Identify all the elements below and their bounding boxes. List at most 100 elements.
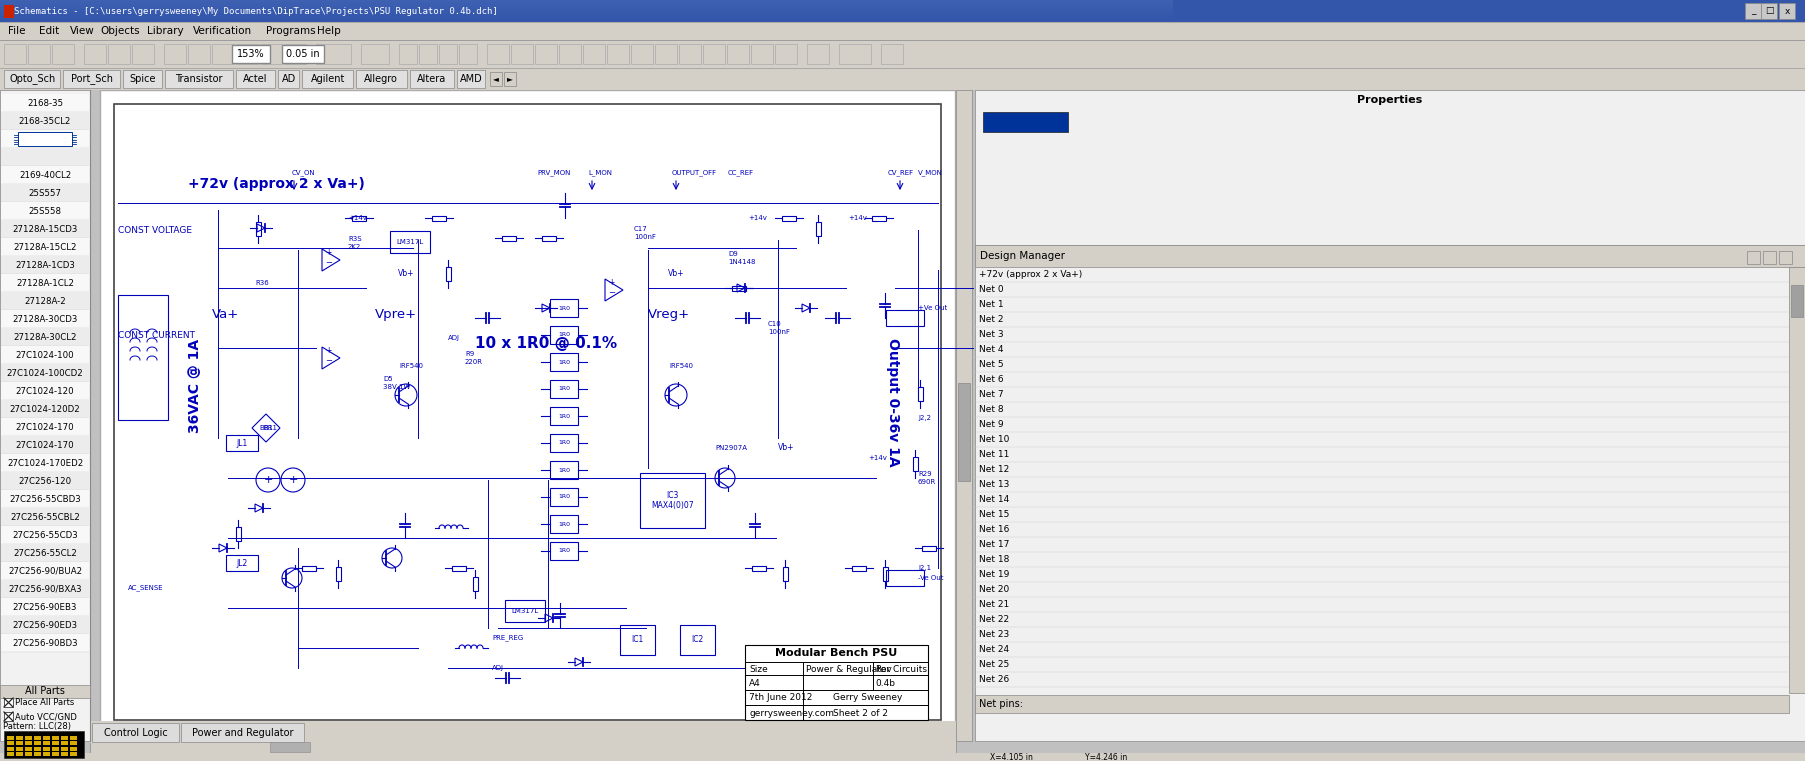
Text: Net 16: Net 16 bbox=[978, 525, 1009, 534]
Text: Modular Bench PSU: Modular Bench PSU bbox=[776, 648, 897, 658]
Bar bbox=[188, 44, 209, 64]
Text: JL1: JL1 bbox=[236, 438, 247, 447]
Bar bbox=[34, 752, 42, 756]
Bar bbox=[504, 72, 516, 86]
Text: Net 12: Net 12 bbox=[978, 465, 1009, 474]
Bar bbox=[2, 580, 88, 598]
Text: 27128A-15CD3: 27128A-15CD3 bbox=[13, 224, 78, 234]
Text: Spice: Spice bbox=[128, 74, 155, 84]
Bar bbox=[399, 44, 417, 64]
Bar bbox=[52, 747, 60, 750]
Text: IC1: IC1 bbox=[632, 635, 644, 645]
Text: +14v: +14v bbox=[747, 215, 767, 221]
Bar bbox=[117, 295, 168, 420]
Bar bbox=[0, 753, 1805, 761]
Bar bbox=[16, 735, 23, 740]
Text: Opto_Sch: Opto_Sch bbox=[9, 74, 56, 84]
Bar bbox=[458, 44, 477, 64]
Bar bbox=[18, 132, 72, 146]
Bar bbox=[2, 256, 88, 274]
Bar bbox=[680, 625, 715, 655]
Text: Vb+: Vb+ bbox=[778, 444, 794, 453]
Bar bbox=[2, 238, 88, 256]
Bar bbox=[975, 90, 1805, 245]
Bar bbox=[25, 741, 32, 745]
Text: 7th June 2012: 7th June 2012 bbox=[749, 693, 812, 702]
Bar bbox=[99, 90, 955, 734]
Bar bbox=[0, 22, 1805, 40]
Bar bbox=[542, 235, 556, 240]
Text: Net 1: Net 1 bbox=[978, 300, 1004, 309]
Bar bbox=[551, 353, 578, 371]
Bar bbox=[807, 44, 828, 64]
Bar bbox=[52, 752, 60, 756]
Bar bbox=[745, 645, 928, 720]
Text: 1R0: 1R0 bbox=[558, 467, 570, 473]
Text: BR1: BR1 bbox=[264, 425, 276, 431]
Text: 153%: 153% bbox=[236, 49, 265, 59]
Bar bbox=[782, 215, 796, 221]
Bar bbox=[34, 741, 42, 745]
Bar bbox=[2, 544, 88, 562]
Bar bbox=[0, 11, 1173, 12]
Bar bbox=[7, 741, 14, 745]
Bar bbox=[301, 565, 316, 571]
Bar bbox=[233, 45, 271, 63]
Text: 2168-35: 2168-35 bbox=[27, 98, 63, 107]
Text: Net 24: Net 24 bbox=[978, 645, 1009, 654]
Text: 27128A-2: 27128A-2 bbox=[23, 297, 65, 305]
Bar bbox=[4, 698, 13, 707]
Text: Net 11: Net 11 bbox=[978, 450, 1009, 459]
Text: Net 0: Net 0 bbox=[978, 285, 1004, 294]
Bar bbox=[16, 747, 23, 750]
Bar bbox=[816, 222, 821, 236]
Bar bbox=[70, 735, 78, 740]
Bar bbox=[352, 215, 366, 221]
Text: Net 21: Net 21 bbox=[978, 600, 1009, 609]
Bar bbox=[551, 542, 578, 560]
Text: 27C256-55CBL2: 27C256-55CBL2 bbox=[11, 512, 79, 521]
Bar bbox=[1780, 3, 1794, 19]
Bar bbox=[883, 567, 888, 581]
Text: Vb+: Vb+ bbox=[668, 269, 684, 278]
Bar bbox=[180, 723, 303, 742]
Text: Net 20: Net 20 bbox=[978, 585, 1009, 594]
Bar bbox=[783, 567, 787, 581]
Bar bbox=[1791, 285, 1803, 317]
Text: +Ve Out: +Ve Out bbox=[919, 305, 948, 311]
Text: 27C1024-170ED2: 27C1024-170ED2 bbox=[7, 458, 83, 467]
Text: Net 19: Net 19 bbox=[978, 570, 1009, 579]
Bar bbox=[2, 382, 88, 400]
Bar bbox=[283, 44, 307, 64]
Bar bbox=[0, 18, 1173, 19]
Bar bbox=[655, 44, 677, 64]
Bar bbox=[0, 21, 1173, 22]
Text: +: + bbox=[289, 475, 298, 485]
Bar bbox=[7, 735, 14, 740]
Bar bbox=[34, 735, 42, 740]
Bar bbox=[551, 461, 578, 479]
Text: 27C256-55CL2: 27C256-55CL2 bbox=[13, 549, 78, 558]
Text: Net 8: Net 8 bbox=[978, 405, 1004, 414]
Text: R29
690R: R29 690R bbox=[919, 471, 937, 485]
Text: OUTPUT_OFF: OUTPUT_OFF bbox=[671, 170, 717, 177]
Text: 27C1024-100CD2: 27C1024-100CD2 bbox=[7, 368, 83, 377]
Bar bbox=[7, 752, 14, 756]
Bar bbox=[132, 44, 153, 64]
Text: C10
100nF: C10 100nF bbox=[767, 321, 791, 335]
Text: Power and Regulator: Power and Regulator bbox=[191, 728, 292, 738]
Bar bbox=[2, 400, 88, 418]
Text: Net 18: Net 18 bbox=[978, 555, 1009, 564]
Bar bbox=[2, 598, 88, 616]
Bar bbox=[1747, 251, 1760, 264]
Bar bbox=[0, 0, 1173, 1]
Text: 10 x 1R0 @ 0.1%: 10 x 1R0 @ 0.1% bbox=[475, 336, 617, 351]
Text: Va+: Va+ bbox=[211, 308, 240, 321]
Text: PRE_REG: PRE_REG bbox=[493, 635, 523, 642]
Text: AD: AD bbox=[282, 74, 296, 84]
Text: IC3
MAX4(0)07: IC3 MAX4(0)07 bbox=[652, 491, 693, 510]
Bar bbox=[0, 1, 1173, 2]
Bar bbox=[4, 44, 25, 64]
Bar bbox=[0, 685, 90, 698]
Bar bbox=[4, 712, 13, 721]
